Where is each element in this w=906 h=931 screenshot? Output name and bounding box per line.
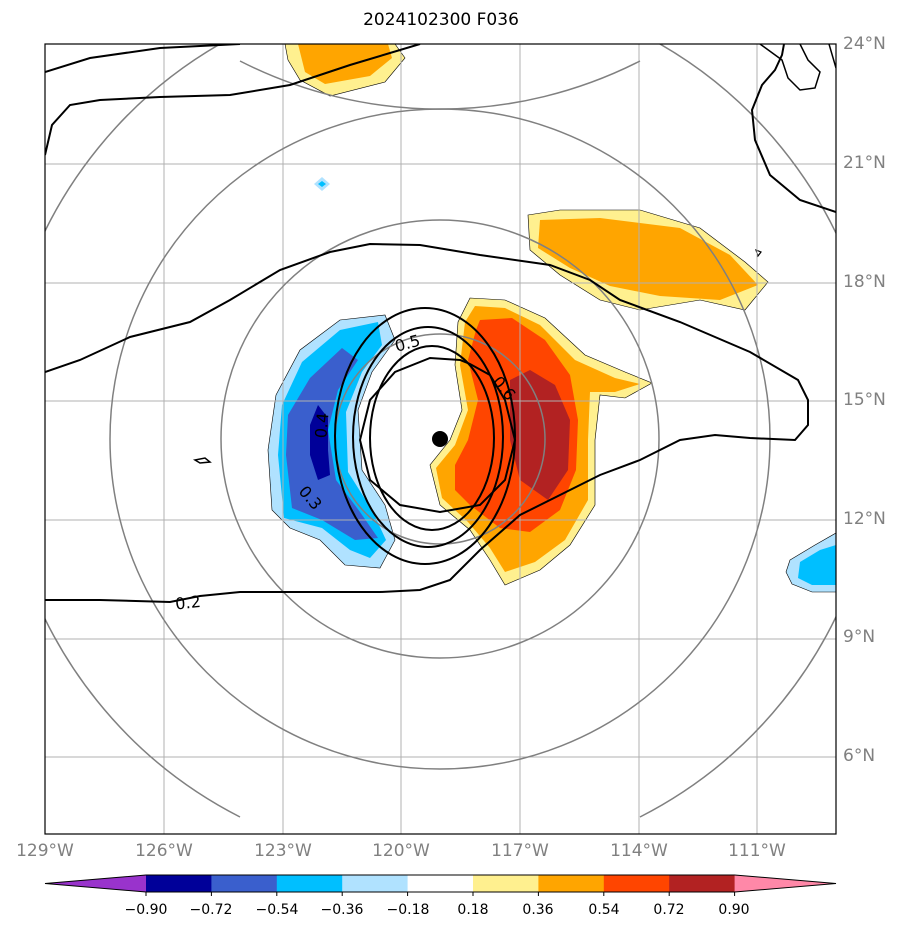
colorbar-extend-high <box>734 875 836 892</box>
colorbar <box>44 874 837 896</box>
colorbar-segment <box>603 875 670 892</box>
colorbar-segment <box>276 875 343 892</box>
colorbar-tick-label: −0.90 <box>124 902 168 918</box>
lat-label: 15°N <box>843 390 886 410</box>
colorbar-tick-label: −0.36 <box>320 902 364 918</box>
colorbar-segment <box>342 875 409 892</box>
colorbar-tick-label: 0.54 <box>588 902 620 918</box>
contour-label-04: 0.4 <box>311 412 332 439</box>
storm-center-marker <box>432 431 448 447</box>
lon-label: 117°W <box>491 841 549 861</box>
lat-label: 9°N <box>843 627 876 647</box>
colorbar-segment <box>407 875 474 892</box>
colorbar-segment <box>146 875 212 892</box>
colorbar-tick-label: −0.18 <box>386 902 430 918</box>
lat-label: 21°N <box>843 153 886 173</box>
lat-label: 18°N <box>843 272 886 292</box>
lat-label: 6°N <box>843 746 876 766</box>
lon-label: 129°W <box>16 841 74 861</box>
wind-contours <box>45 44 836 604</box>
lon-label: 123°W <box>254 841 312 861</box>
lon-label: 114°W <box>610 841 668 861</box>
map-title: 2024102300 F036 <box>363 10 519 30</box>
colorbar-tick-label: −0.54 <box>255 902 299 918</box>
colorbar-tick-label: 0.90 <box>718 902 750 918</box>
colorbar-tick-label: 0.18 <box>457 902 489 918</box>
lon-label: 126°W <box>135 841 193 861</box>
colorbar-segment <box>669 875 736 892</box>
plot-frame <box>44 43 837 835</box>
colorbar-tick-label: −0.72 <box>189 902 233 918</box>
colorbar-segment <box>538 875 605 892</box>
colorbar-extend-low <box>45 875 146 892</box>
contour-label-02: 0.2 <box>174 592 201 614</box>
colorbar-tick-label: 0.36 <box>522 902 554 918</box>
colorbar-tick-label: 0.72 <box>653 902 685 918</box>
lat-label: 24°N <box>843 34 886 54</box>
lon-label: 111°W <box>728 841 786 861</box>
lon-label: 120°W <box>372 841 430 861</box>
anomaly-fill-layer <box>192 44 836 593</box>
lat-label: 12°N <box>843 509 886 529</box>
colorbar-segment <box>473 875 539 892</box>
colorbar-segment <box>211 875 278 892</box>
